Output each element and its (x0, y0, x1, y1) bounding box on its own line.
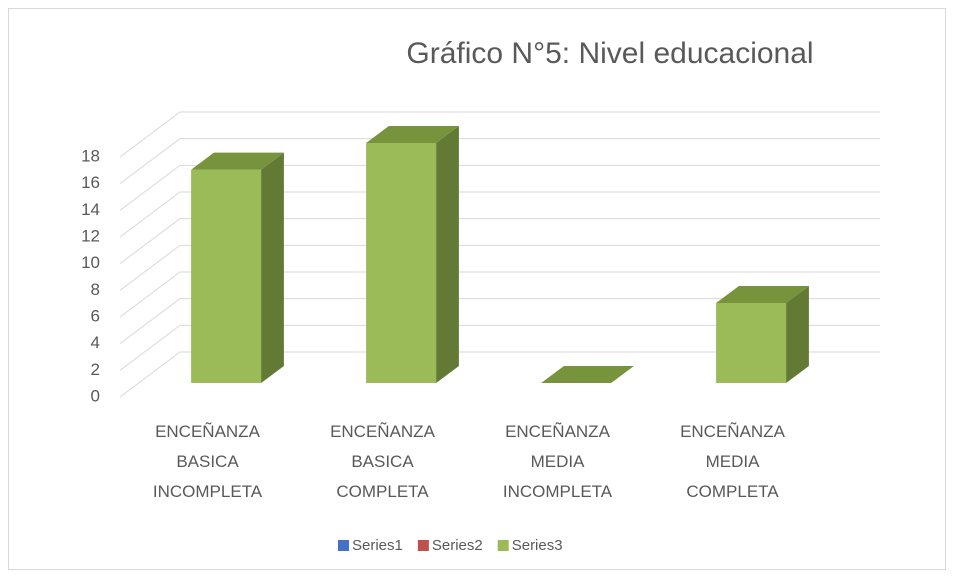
grid-line (119, 351, 880, 398)
legend-swatch (338, 540, 349, 551)
grid-line (119, 191, 880, 238)
y-tick-label: 2 (91, 360, 100, 379)
legend-label: Series2 (432, 537, 483, 554)
bar-top (716, 285, 809, 304)
y-tick-label: 12 (81, 226, 100, 245)
grid-line (119, 164, 880, 211)
grid-line (119, 324, 880, 371)
legend-label: Series3 (512, 537, 563, 554)
x-tick-label: ENCEÑANZA BASICA COMPLETA (330, 422, 435, 501)
x-tick-label: ENCEÑANZA BASICA INCOMPLETA (152, 422, 263, 501)
y-tick-label: 18 (81, 146, 100, 165)
y-tick-label: 4 (91, 333, 100, 352)
grid-line (119, 298, 880, 345)
bar-side (786, 285, 809, 384)
bar-side (261, 152, 284, 384)
y-tick-label: 8 (91, 280, 100, 299)
legend-swatch (417, 540, 429, 551)
bar-front (716, 303, 787, 384)
legend-swatch (497, 540, 509, 551)
y-tick-label: 10 (81, 253, 100, 272)
bar-top (191, 152, 284, 170)
chart-title: Gráfico N°5: Nivel educacional (406, 37, 813, 70)
bar-top (541, 365, 634, 384)
legend-label: Series1 (352, 537, 403, 554)
bar-front (191, 169, 262, 384)
grid-line (119, 271, 880, 318)
bar-front (366, 143, 437, 384)
y-tick-label: 14 (81, 200, 100, 219)
x-tick-label: ENCEÑANZA MEDIA INCOMPLETA (502, 422, 613, 501)
bar-side (436, 125, 459, 384)
grid-line (119, 218, 880, 265)
bar-top (366, 125, 459, 144)
y-tick-label: 16 (81, 173, 100, 192)
grid-line (119, 244, 880, 291)
grid-line (119, 111, 880, 158)
y-tick-label: 0 (91, 386, 100, 405)
grid-line (119, 138, 880, 185)
x-tick-label: ENCEÑANZA MEDIA COMPLETA (680, 422, 785, 501)
y-tick-label: 6 (91, 306, 100, 325)
